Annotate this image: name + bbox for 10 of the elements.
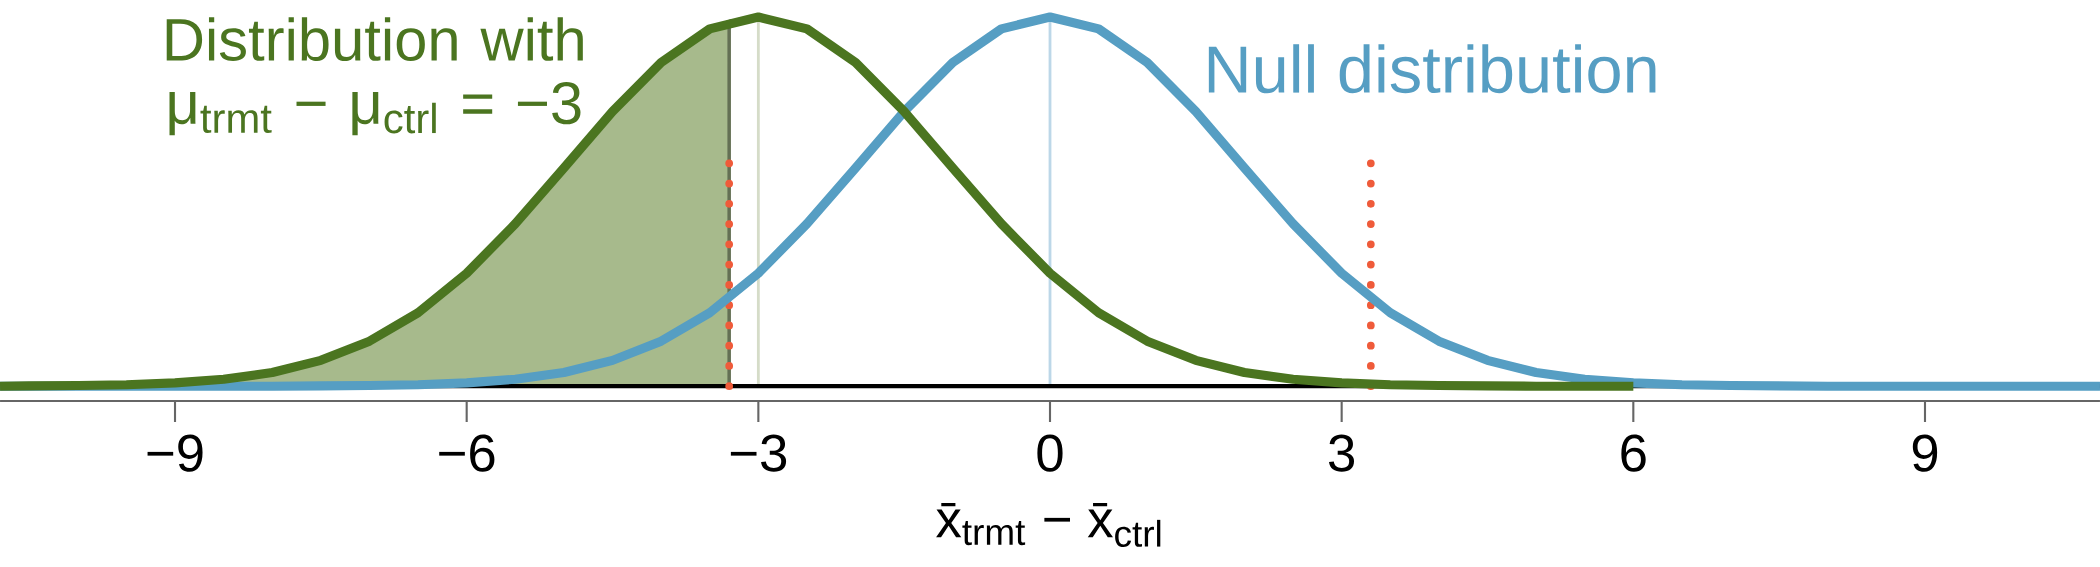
series-label: Distribution with μ$_{trmt}$ − μ$_{ctrl}$ = −3	[166, 17, 583, 136]
x-axis-title: x̄$_{trmt}$ − x̄$_{ctrl}$	[936, 503, 1161, 547]
x-tick-label: 3	[1328, 434, 1355, 472]
series-label: Null distribution	[1208, 44, 1656, 94]
x-tick-label: 0	[1037, 434, 1063, 472]
x-tick-label: 9	[1912, 434, 1938, 472]
x-tick-label: −3	[730, 434, 787, 472]
x-tick-label: −6	[439, 434, 495, 472]
x-tick-label: 6	[1621, 434, 1646, 472]
x-tick-label: −9	[147, 434, 203, 472]
